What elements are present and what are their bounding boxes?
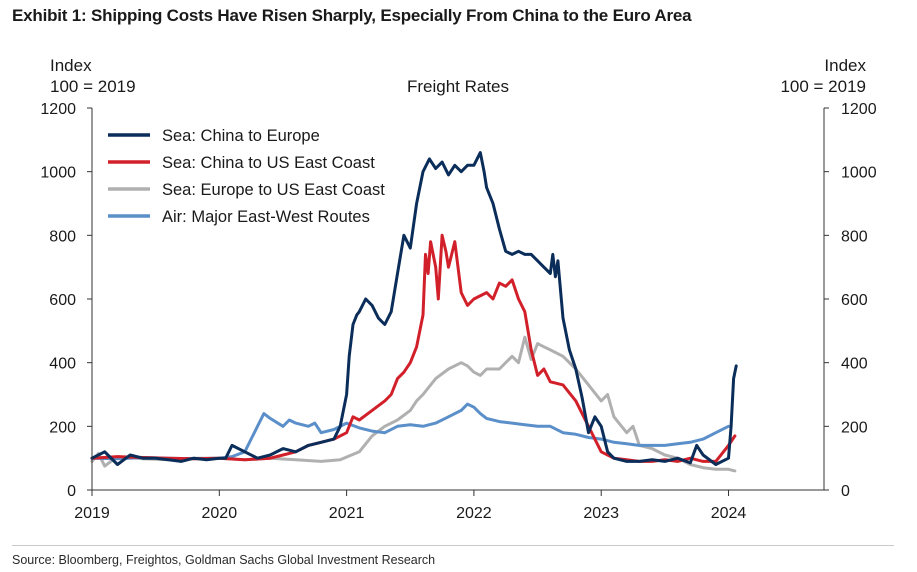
right-y-tick-label: 800 <box>841 228 868 245</box>
axes: 0 0 200 200 400 400 600 600 800 800 1000 1000 1200 12… <box>40 101 876 522</box>
x-tick-label: 2023 <box>583 505 619 522</box>
exhibit-title: Exhibit 1: Shipping Costs Have Risen Sha… <box>12 6 692 25</box>
legend-label-sea-china-to-europe: Sea: China to Europe <box>162 127 320 145</box>
source-note: Source: Bloomberg, Freightos, Goldman Sa… <box>12 553 436 567</box>
left-y-tick-label: 0 <box>67 483 76 500</box>
series-lines <box>90 151 738 473</box>
chart-title: Freight Rates <box>407 77 509 96</box>
left-axis-label-line1: Index <box>50 56 92 75</box>
right-axis-label-line1: Index <box>824 56 866 75</box>
right-y-tick-label: 200 <box>841 419 868 436</box>
left-axis-label-line2: 100 = 2019 <box>50 77 136 96</box>
legend-label-sea-europe-to-us-east-coast: Sea: Europe to US East Coast <box>162 181 385 199</box>
legend-label-sea-china-to-us-east-coast: Sea: China to US East Coast <box>162 154 375 172</box>
x-tick-label: 2021 <box>329 505 365 522</box>
left-y-tick-label: 1000 <box>40 165 76 182</box>
footer-divider <box>12 545 894 546</box>
left-y-tick-label: 600 <box>49 292 76 309</box>
x-tick-label: 2020 <box>202 505 238 522</box>
x-tick-label: 2022 <box>456 505 492 522</box>
left-y-tick-label: 800 <box>49 228 76 245</box>
series-line-sea-china-to-europe <box>90 151 738 466</box>
legend: Sea: China to Europe Sea: China to US Eas… <box>108 127 385 226</box>
series-line-air-major-east-west-routes <box>90 402 730 461</box>
right-y-tick-label: 400 <box>841 356 868 373</box>
left-y-tick-label: 400 <box>49 356 76 373</box>
right-axis-label-line2: 100 = 2019 <box>780 77 866 96</box>
right-y-tick-label: 600 <box>841 292 868 309</box>
freight-rates-chart: Freight Rates Index 100 = 2019 Index 100… <box>40 56 876 522</box>
right-y-tick-label: 1200 <box>841 101 877 118</box>
x-tick-label: 2019 <box>74 505 110 522</box>
right-y-tick-label: 0 <box>841 483 850 500</box>
x-tick-label: 2024 <box>711 505 747 522</box>
left-y-tick-label: 1200 <box>40 101 76 118</box>
series-line-sea-china-to-us-east-coast <box>90 233 737 463</box>
right-y-tick-label: 1000 <box>841 165 877 182</box>
legend-label-air-major-east-west-routes: Air: Major East-West Routes <box>162 208 370 226</box>
left-y-tick-label: 200 <box>49 419 76 436</box>
